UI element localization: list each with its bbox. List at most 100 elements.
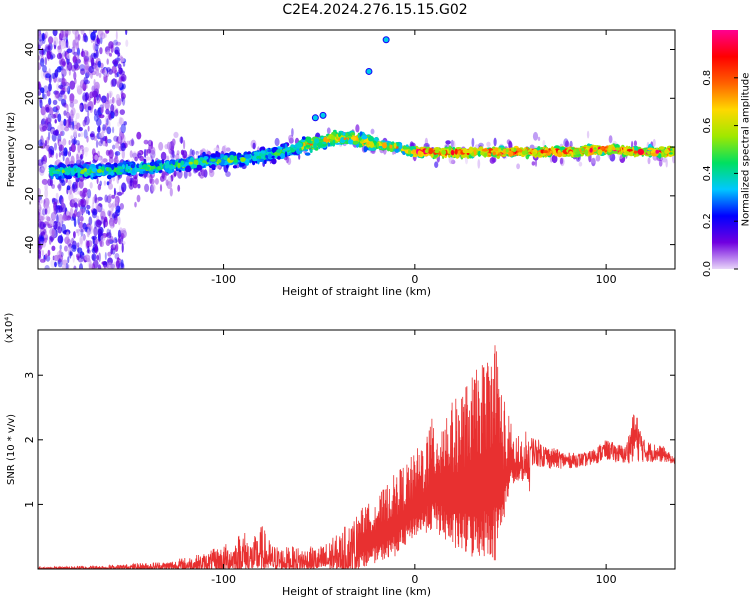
heatmap-cell bbox=[67, 123, 72, 128]
heatmap-cell bbox=[584, 149, 589, 156]
heatmap-cell bbox=[626, 148, 633, 152]
heatmap-cell bbox=[96, 34, 99, 43]
heatmap-cell bbox=[55, 105, 60, 111]
heatmap-cell bbox=[116, 79, 123, 88]
heatmap-outlier bbox=[365, 67, 373, 75]
snr-ytick-label: 2 bbox=[23, 436, 36, 443]
heatmap-cell bbox=[108, 202, 112, 208]
heatmap-cell bbox=[183, 139, 186, 150]
heatmap-cell bbox=[216, 152, 221, 158]
heatmap-cell bbox=[112, 126, 115, 134]
heatmap-cell bbox=[118, 262, 125, 269]
heatmap-cell bbox=[43, 221, 49, 226]
heatmap-cell bbox=[295, 142, 303, 149]
heatmap-cell bbox=[144, 183, 150, 193]
heatmap-cell bbox=[94, 245, 98, 254]
heatmap-cell bbox=[591, 157, 597, 164]
heatmap-cell bbox=[655, 149, 660, 154]
heatmap-cell bbox=[120, 232, 125, 240]
heatmap-cell bbox=[70, 216, 75, 222]
heatmap-cell bbox=[304, 152, 311, 156]
heatmap-cell bbox=[45, 253, 48, 260]
heatmap-cell bbox=[229, 154, 235, 161]
heatmap-cell bbox=[537, 151, 541, 157]
heatmap-cell bbox=[95, 202, 99, 210]
heatmap-cell bbox=[69, 251, 73, 256]
heatmap-cell bbox=[84, 61, 89, 71]
heatmap-cell bbox=[107, 150, 112, 155]
heatmap-cell bbox=[662, 157, 667, 163]
heatmap-cell bbox=[489, 157, 496, 164]
chart-title: C2E4.2024.276.15.15.G02 bbox=[282, 2, 468, 18]
heatmap-cell bbox=[343, 137, 347, 140]
heatmap-cell bbox=[106, 167, 109, 172]
heatmap-ytick-label: -20 bbox=[23, 187, 36, 205]
heatmap-cell bbox=[66, 247, 73, 252]
heatmap-cell bbox=[117, 191, 123, 196]
heatmap-cell bbox=[75, 140, 80, 146]
heatmap-cell bbox=[94, 88, 99, 98]
heatmap-cell bbox=[492, 151, 496, 156]
heatmap-cell bbox=[486, 141, 491, 147]
heatmap-cell bbox=[57, 113, 62, 122]
heatmap-cell bbox=[83, 146, 90, 153]
heatmap-cell bbox=[87, 224, 94, 235]
heatmap-cell bbox=[78, 221, 84, 229]
snr-ylabel: SNR (10 * v/v) bbox=[6, 414, 17, 485]
heatmap-cell bbox=[330, 135, 336, 140]
heatmap-ytick-label: 20 bbox=[23, 91, 36, 105]
heatmap-cell bbox=[95, 139, 99, 148]
heatmap-cell bbox=[156, 161, 162, 164]
heatmap-cell bbox=[64, 245, 68, 252]
heatmap-cell bbox=[42, 65, 47, 73]
heatmap-cell bbox=[120, 123, 126, 134]
heatmap-cell bbox=[109, 221, 115, 229]
heatmap-cell bbox=[647, 157, 651, 165]
heatmap-cell bbox=[63, 147, 68, 157]
heatmap-cell bbox=[47, 45, 51, 50]
heatmap-cell bbox=[173, 131, 179, 138]
heatmap-cell bbox=[100, 210, 106, 220]
heatmap-cell bbox=[102, 124, 106, 131]
heatmap-cell bbox=[204, 157, 207, 161]
heatmap-cell bbox=[658, 146, 665, 150]
heatmap-cell bbox=[301, 136, 306, 140]
heatmap-cell bbox=[112, 59, 119, 66]
heatmap-cell bbox=[102, 158, 108, 163]
heatmap-cell bbox=[46, 117, 52, 125]
heatmap-cell bbox=[119, 117, 124, 126]
heatmap-cell bbox=[108, 149, 114, 159]
heatmap-cell bbox=[428, 149, 433, 155]
heatmap-cell bbox=[106, 195, 112, 204]
heatmap-cell bbox=[85, 195, 90, 205]
heatmap-cell bbox=[239, 161, 245, 167]
heatmap-cell bbox=[50, 229, 57, 238]
heatmap-cell bbox=[216, 158, 222, 164]
heatmap-cell bbox=[138, 164, 143, 169]
heatmap-cell bbox=[121, 149, 126, 159]
heatmap-cell bbox=[76, 85, 83, 95]
heatmap-cell bbox=[57, 235, 64, 244]
heatmap-cell bbox=[72, 184, 78, 193]
heatmap-cell bbox=[149, 174, 153, 184]
heatmap-cell bbox=[314, 138, 320, 144]
heatmap-cell bbox=[79, 64, 86, 72]
heatmap-cell bbox=[169, 187, 173, 197]
heatmap-cell bbox=[48, 75, 52, 84]
heatmap-cell bbox=[134, 156, 138, 162]
heatmap-cell bbox=[58, 219, 63, 228]
heatmap-cell bbox=[56, 83, 60, 91]
heatmap-cell bbox=[79, 263, 83, 269]
heatmap-cell bbox=[118, 237, 121, 245]
heatmap-cell bbox=[93, 226, 98, 237]
heatmap-cell bbox=[58, 180, 63, 191]
heatmap-cell bbox=[100, 62, 104, 71]
heatmap-cell bbox=[103, 32, 107, 38]
heatmap-cell bbox=[90, 71, 93, 79]
heatmap-cell bbox=[148, 144, 152, 154]
heatmap-cell bbox=[121, 242, 124, 253]
heatmap-cell bbox=[107, 262, 113, 269]
heatmap-cell bbox=[41, 208, 47, 216]
heatmap-cell bbox=[86, 204, 91, 210]
heatmap-cell bbox=[441, 149, 447, 155]
